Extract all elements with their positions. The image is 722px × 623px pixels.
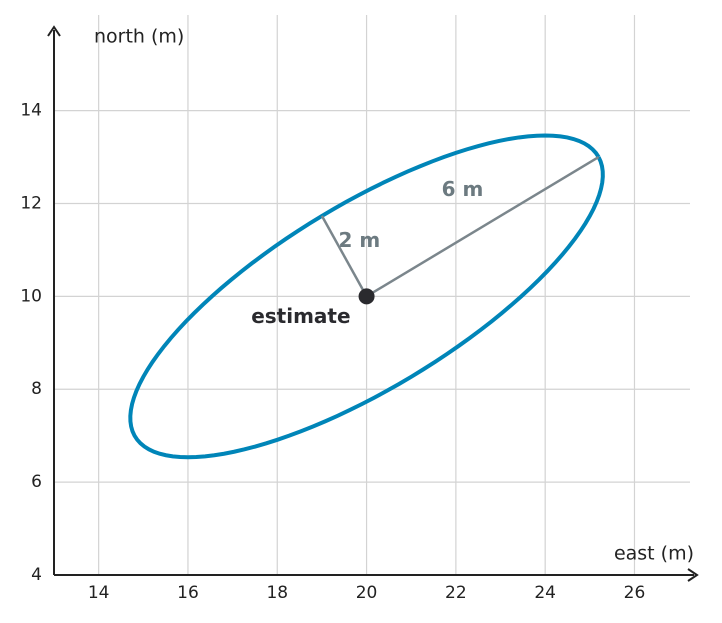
estimate-point: [358, 288, 375, 305]
y-tick-label: 4: [31, 565, 42, 585]
x-tick-label: 14: [88, 583, 110, 603]
semi-major-label: 6 m: [442, 177, 484, 201]
x-tick-label: 24: [534, 583, 556, 603]
x-tick-label: 20: [356, 583, 378, 603]
y-tick-label: 12: [20, 193, 42, 213]
x-arrow: [687, 568, 699, 582]
semi-minor-axis: [320, 215, 368, 297]
grid: [54, 15, 690, 576]
x-axis-label: east (m): [614, 543, 694, 565]
y-arrow: [47, 25, 61, 37]
x-tick-label: 26: [624, 583, 646, 603]
estimate-label: estimate: [251, 304, 350, 328]
y-axis-label: north (m): [94, 26, 184, 48]
x-tick-label: 22: [445, 583, 467, 603]
y-tick-label: 10: [20, 286, 42, 306]
y-tick-label: 8: [31, 379, 42, 399]
semi-major-axis: [365, 155, 600, 298]
semi-minor-label: 2 m: [339, 228, 381, 252]
error-ellipse: [128, 133, 605, 460]
x-tick-label: 18: [266, 583, 288, 603]
x-tick-label: 16: [177, 583, 199, 603]
y-tick-label: 6: [31, 472, 42, 492]
y-tick-label: 14: [20, 101, 42, 121]
